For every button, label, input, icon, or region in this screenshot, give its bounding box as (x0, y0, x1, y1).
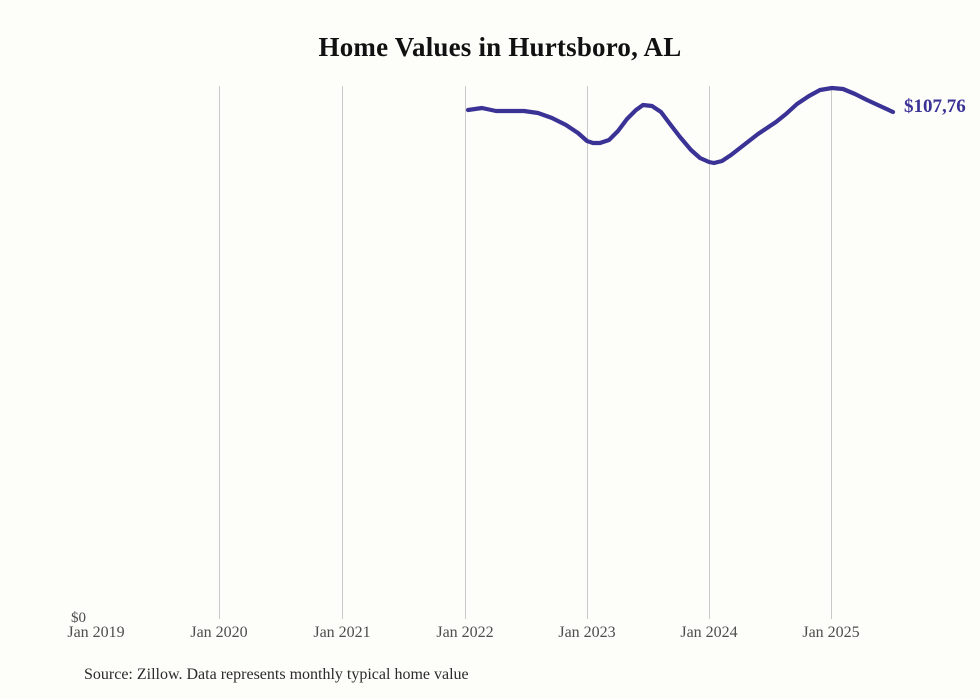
source-note: Source: Zillow. Data represents monthly … (84, 666, 469, 683)
gridline-jan-2024 (831, 86, 832, 619)
end-value-annotation: $107,76 (904, 96, 966, 117)
series-line-typical-home-value (465, 85, 896, 166)
gridline-jan-2023 (709, 86, 710, 619)
ytick-label-zero: $0 (71, 610, 86, 626)
xtick-label-jan-2023: Jan 2023 (558, 624, 616, 641)
page-title: Home Values in Hurtsboro, AL (318, 32, 682, 62)
xtick-label-jan-2024: Jan 2024 (680, 624, 738, 641)
gridline-jan-2019 (219, 86, 220, 619)
gridline-jan-2020 (342, 86, 343, 619)
xtick-label-jan-2021: Jan 2021 (313, 624, 371, 641)
gridline-jan-2022 (587, 86, 588, 619)
gridline-jan-2021 (465, 86, 466, 619)
xtick-label-jan-2020: Jan 2020 (190, 624, 248, 641)
xtick-label-jan-2022: Jan 2022 (436, 624, 494, 641)
xtick-label-jan-2025: Jan 2025 (802, 624, 860, 641)
xtick-label-jan-2019: Jan 2019 (67, 624, 125, 641)
